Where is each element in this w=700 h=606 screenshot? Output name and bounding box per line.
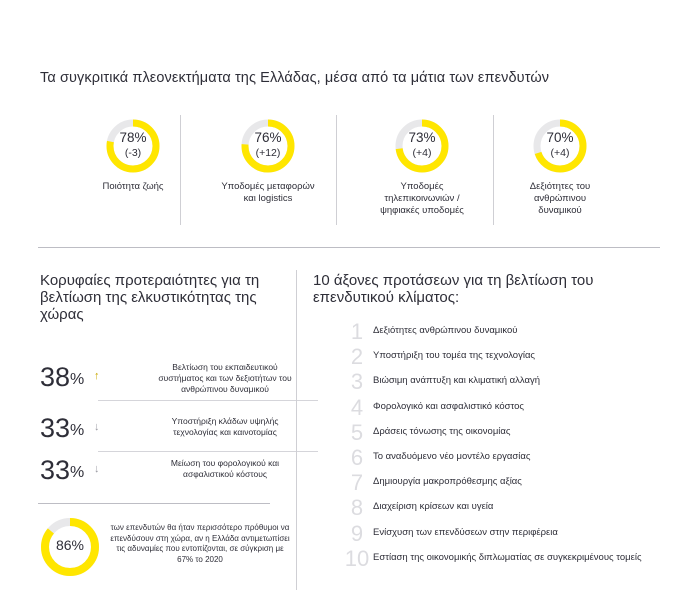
donut-chart: 73% (+4) — [394, 118, 450, 174]
advantage-change: (-3) — [124, 147, 142, 159]
donut-chart: 78% (-3) — [105, 118, 161, 174]
axis-text: Υποστήριξη του τομέα της τεχνολογίας — [373, 350, 536, 362]
axis-item: 5 Δράσεις τόνωσης της οικονομίας — [343, 420, 673, 445]
advantage-label: Υποδομές μεταφορών και logistics — [221, 181, 315, 204]
axis-text: Δεξιότητες ανθρώπινου δυναμικού — [373, 325, 518, 336]
axis-text: Βιώσιμη ανάπτυξη και κλιματική αλλαγή — [373, 375, 541, 387]
axis-item: 9 Ενίσχυση των επενδύσεων στην περιφέρεια — [343, 521, 673, 546]
priority-value: 33% — [40, 455, 85, 485]
axis-text: Ενίσχυση των επενδύσεων στην περιφέρεια — [373, 526, 558, 538]
axis-item: 2 Υποστήριξη του τομέα της τεχνολογίας — [343, 344, 673, 369]
advantage-value: 76% — [254, 130, 282, 145]
priority-text: Μείωση του φορολογικού και ασφαλιστικού … — [170, 458, 280, 479]
axis-number: 2 — [350, 344, 364, 370]
arrow-down-icon: ↓ — [94, 463, 100, 475]
advantage-telecom: 73% (+4) Υποδομές τηλεπικοινωνιών / ψηφι… — [347, 118, 497, 217]
willingness-value: 86% — [55, 537, 85, 553]
advantage-change: (+4) — [550, 147, 570, 159]
section-divider — [38, 247, 660, 248]
axis-number: 1 — [350, 319, 364, 344]
divider — [296, 270, 297, 590]
arrow-up-icon: ↑ — [94, 370, 100, 382]
willingness-text: των επενδυτών θα ήταν περισσότερο πρόθυμ… — [110, 523, 290, 564]
advantage-value: 73% — [408, 130, 436, 145]
advantage-change: (+4) — [412, 147, 432, 159]
page-title: Τα συγκριτικά πλεονεκτήματα της Ελλάδας,… — [40, 70, 550, 86]
axis-number: 7 — [350, 470, 364, 496]
axis-item: 3 Βιώσιμη ανάπτυξη και κλιματική αλλαγή — [343, 369, 673, 394]
axis-item: 1 Δεξιότητες ανθρώπινου δυναμικού — [343, 319, 673, 344]
advantage-change: (+12) — [255, 147, 281, 159]
divider — [336, 115, 337, 225]
axis-number: 9 — [350, 520, 364, 546]
donut-arc — [533, 119, 587, 173]
priority-item: 33% ↓ Μείωση του φορολογικού και ασφαλισ… — [40, 455, 280, 495]
investor-willingness-stat: 86% των επενδυτών θα ήταν περισσότερο πρ… — [40, 517, 290, 577]
advantage-label: Ποιότητα ζωής — [102, 181, 164, 192]
axis-item: 4 Φορολογικό και ασφαλιστικό κόστος — [343, 395, 673, 420]
axis-item: 6 Το αναδυόμενο νέο μοντέλο εργασίας — [343, 445, 673, 470]
axis-item: 8 Διαχείριση κρίσεων και υγεία — [343, 495, 673, 520]
priority-text: Βελτίωση του εκπαιδευτικού συστήματος κα… — [158, 362, 292, 394]
axis-text: Δράσεις τόνωσης της οικονομίας — [373, 425, 511, 437]
advantage-label: Υποδομές τηλεπικοινωνιών / ψηφιακές υποδ… — [380, 181, 464, 216]
divider — [98, 400, 318, 401]
arrow-down-icon: ↓ — [94, 421, 100, 433]
priority-value: 38% — [40, 362, 85, 392]
divider — [493, 115, 494, 225]
axis-number: 4 — [350, 394, 364, 420]
divider — [98, 451, 318, 452]
axis-number: 3 — [350, 369, 364, 395]
axis-text: Φορολογικό και ασφαλιστικό κόστος — [373, 400, 524, 412]
axis-number: 8 — [350, 495, 364, 521]
axis-item: 10 Εστίαση της οικονομικής διπλωματίας σε… — [343, 546, 673, 571]
priority-item: 33% ↓ Υποστήριξη κλάδων υψηλής τεχνολογί… — [40, 413, 318, 453]
priority-item: 38% ↑ Βελτίωση του εκπαιδευτικού συστήμα… — [40, 362, 318, 402]
donut-arc — [106, 119, 160, 173]
priorities-heading: Κορυφαίες προτεραιότητες για τη βελτίωση… — [40, 272, 260, 323]
advantage-label: Δεξιότητες του ανθρώπινου δυναμικού — [529, 181, 591, 216]
advantage-value: 70% — [546, 130, 574, 145]
donut-chart: 70% (+4) — [532, 118, 588, 174]
priority-text: Υποστήριξη κλάδων υψηλής τεχνολογίας και… — [171, 416, 279, 437]
advantage-skills: 70% (+4) Δεξιότητες του ανθρώπινου δυναμ… — [485, 118, 635, 217]
advantage-quality-of-life: 78% (-3) Ποιότητα ζωής — [58, 118, 208, 193]
section-divider — [38, 503, 270, 504]
axis-item: 7 Δημιουργία μακροπρόθεσμης αξίας — [343, 470, 673, 495]
axis-text: Δημιουργία μακροπρόθεσμης αξίας — [373, 476, 522, 488]
advantage-transport: 76% (+12) Υποδομές μεταφορών και logisti… — [193, 118, 343, 205]
axis-number: 6 — [350, 445, 364, 470]
advantage-value: 78% — [119, 130, 147, 145]
axis-text: Διαχείριση κρίσεων και υγεία — [373, 501, 494, 513]
divider — [180, 115, 181, 225]
donut-chart — [41, 518, 99, 576]
axis-text: Το αναδυόμενο νέο μοντέλο εργασίας — [373, 451, 531, 462]
axis-text: Εστίαση της οικονομικής διπλωματίας σε σ… — [373, 551, 642, 563]
donut-arc — [395, 119, 449, 173]
donut-arc — [241, 119, 295, 173]
donut-arc — [41, 518, 99, 576]
priority-value: 33% — [40, 413, 85, 443]
donut-chart: 76% (+12) — [240, 118, 296, 174]
axis-number: 5 — [350, 419, 364, 445]
axis-number: 10 — [344, 545, 370, 571]
axes-heading: 10 άξονες προτάσεων για τη βελτίωση του … — [313, 272, 594, 306]
